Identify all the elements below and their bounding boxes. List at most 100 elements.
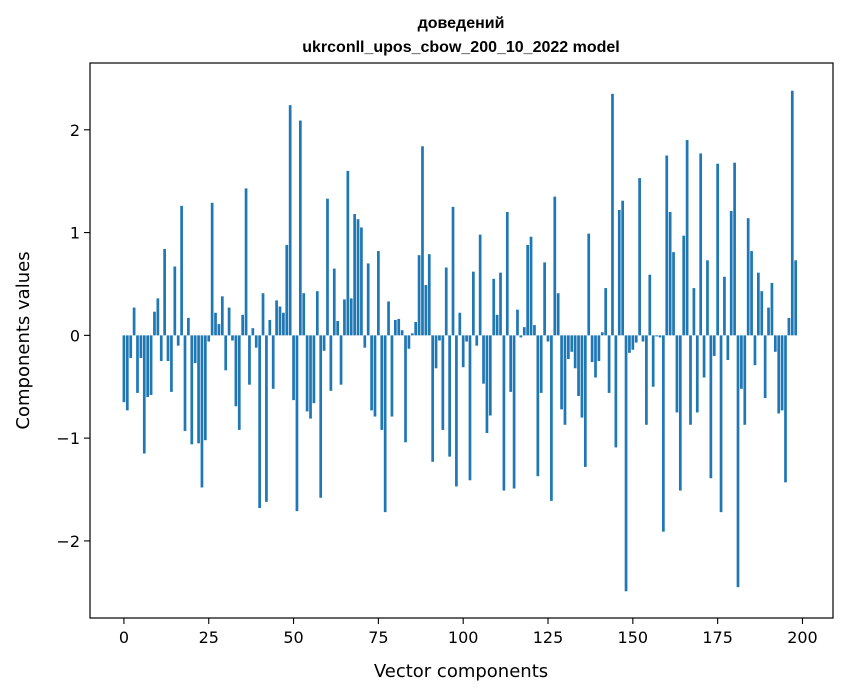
bar-13 [166,335,170,362]
bar-6 [142,335,146,454]
bar-40 [258,335,261,509]
bar-105 [478,234,482,336]
bar-18 [183,335,187,431]
bar-116 [516,309,519,336]
bar-118 [522,327,526,336]
bar-49 [288,105,292,336]
bar-34 [237,335,241,430]
bar-158 [658,335,662,338]
bar-181 [736,335,740,588]
bar-16 [176,335,180,346]
bar-189 [763,335,767,399]
bar-131 [567,335,570,359]
bar-146 [617,209,621,336]
bar-72 [366,263,370,336]
bar-183 [743,335,747,425]
y-tick-label: −2 [56,532,80,551]
bar-95 [444,267,448,336]
bar-141 [600,332,604,336]
bar-172 [706,260,709,336]
bar-42 [265,335,268,502]
bar-4 [136,335,139,393]
bar-38 [251,328,255,336]
bar-194 [780,335,784,411]
bar-37 [248,335,251,385]
bar-170 [699,153,703,336]
bar-30 [224,335,228,371]
x-tick-label: 175 [702,628,733,647]
bar-94 [441,335,445,430]
bar-193 [777,335,781,414]
bar-176 [719,335,723,513]
bar-98 [455,335,458,487]
bar-169 [695,335,699,413]
y-axis-ticks: −2 −1 0 1 2 [56,121,90,551]
bar-103 [472,271,475,336]
bar-139 [594,335,597,378]
bar-93 [438,335,441,341]
bar-186 [753,335,757,366]
bar-128 [556,293,560,336]
bar-108 [488,335,492,416]
bar-129 [560,335,563,410]
bar-177 [723,276,726,336]
bar-150 [631,335,635,350]
bar-7 [146,335,150,398]
bar-173 [709,335,713,479]
y-tick-label: −1 [56,429,80,448]
bar-47 [282,312,285,336]
bar-192 [773,335,777,352]
bar-153 [641,335,645,342]
x-tick-label: 150 [618,628,649,647]
bar-92 [434,335,438,369]
y-axis-label: Components values [13,251,34,429]
y-tick-label: 1 [70,224,80,243]
bar-25 [207,335,211,342]
bar-147 [621,200,625,336]
x-tick-label: 75 [368,628,388,647]
bar-166 [685,140,689,336]
y-tick-label: 2 [70,121,80,140]
bar-80 [393,319,397,336]
bar-90 [427,254,431,336]
bar-51 [295,335,299,512]
bar-15 [173,266,177,336]
bar-81 [397,318,401,336]
bar-151 [634,335,638,343]
bar-65 [343,299,346,336]
bar-187 [757,272,760,336]
bar-140 [597,335,601,362]
bar-111 [499,272,502,336]
bar-197 [790,90,794,336]
bar-135 [580,335,584,418]
bar-185 [750,251,753,336]
bar-11 [159,335,163,362]
bar-1 [125,335,129,411]
bar-12 [163,249,166,336]
bar-91 [431,335,435,462]
bar-79 [390,335,394,417]
bar-57 [315,291,319,336]
bar-2 [129,335,133,358]
bar-120 [529,236,533,336]
bar-44 [271,335,275,389]
bar-195 [784,335,787,483]
bar-142 [604,288,608,336]
bar-110 [495,314,499,336]
bar-149 [628,335,631,353]
bar-27 [214,312,217,336]
bar-179 [729,211,733,336]
bar-21 [193,335,197,364]
bar-107 [485,335,489,433]
bar-19 [187,317,190,336]
bar-84 [407,335,411,349]
bar-75 [377,251,380,336]
bar-10 [156,298,160,336]
bar-96 [448,335,451,457]
x-axis-label: Vector components [374,661,548,682]
bar-89 [424,285,428,336]
bar-50 [292,335,295,401]
bars-group [122,90,798,592]
x-tick-label: 125 [533,628,564,647]
